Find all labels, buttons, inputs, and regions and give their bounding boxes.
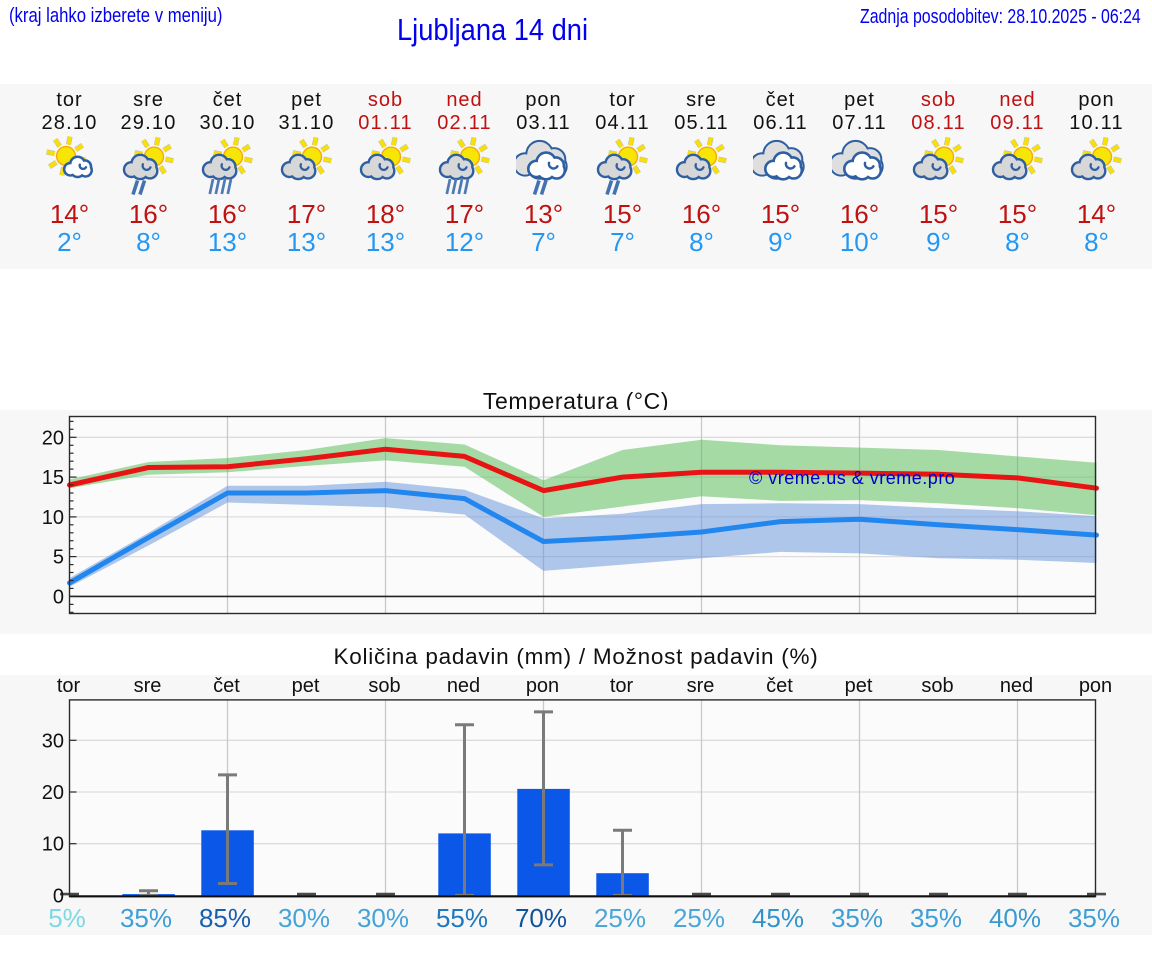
svg-text:30%: 30%: [278, 903, 330, 933]
svg-text:85%: 85%: [199, 903, 251, 933]
svg-text:35%: 35%: [910, 903, 962, 933]
svg-text:pon: pon: [1079, 675, 1112, 697]
svg-text:10: 10: [42, 507, 64, 529]
svg-text:5%: 5%: [48, 903, 86, 933]
svg-text:35%: 35%: [1068, 903, 1120, 933]
svg-text:10: 10: [42, 834, 64, 856]
svg-text:25%: 25%: [594, 903, 646, 933]
svg-text:40%: 40%: [989, 903, 1041, 933]
svg-text:45%: 45%: [752, 903, 804, 933]
svg-text:tor: tor: [57, 675, 81, 697]
svg-text:70%: 70%: [515, 903, 567, 933]
svg-text:30: 30: [42, 730, 64, 752]
svg-text:0: 0: [53, 586, 64, 608]
svg-text:čet: čet: [213, 675, 240, 697]
svg-text:pet: pet: [292, 675, 320, 697]
svg-text:tor: tor: [610, 675, 634, 697]
svg-text:sob: sob: [921, 675, 953, 697]
svg-text:55%: 55%: [436, 903, 488, 933]
svg-text:sob: sob: [368, 675, 400, 697]
svg-text:© vreme.us & vreme.pro: © vreme.us & vreme.pro: [749, 468, 955, 488]
svg-text:sre: sre: [687, 675, 715, 697]
svg-text:20: 20: [42, 427, 64, 449]
svg-text:sre: sre: [134, 675, 162, 697]
svg-text:ned: ned: [1000, 675, 1033, 697]
svg-text:pon: pon: [526, 675, 559, 697]
svg-text:5: 5: [53, 547, 64, 569]
svg-text:pet: pet: [845, 675, 873, 697]
svg-text:ned: ned: [447, 675, 480, 697]
svg-text:35%: 35%: [831, 903, 883, 933]
svg-text:0: 0: [53, 885, 64, 907]
svg-text:čet: čet: [766, 675, 793, 697]
svg-text:15: 15: [42, 467, 64, 489]
svg-text:25%: 25%: [673, 903, 725, 933]
svg-text:30%: 30%: [357, 903, 409, 933]
svg-text:35%: 35%: [120, 903, 172, 933]
svg-text:20: 20: [42, 782, 64, 804]
